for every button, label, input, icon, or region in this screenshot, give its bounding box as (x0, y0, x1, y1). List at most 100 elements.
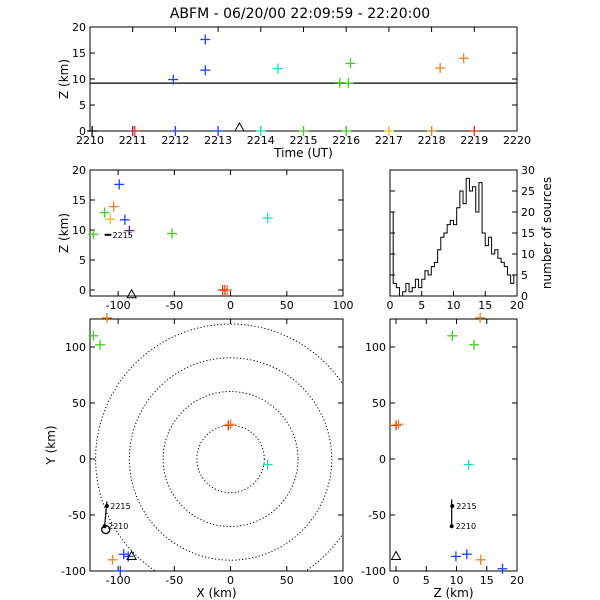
plan-view-point-0 (88, 330, 99, 341)
z-y-station-dot-2215 (450, 504, 455, 509)
z-y-station-dot-2210 (449, 524, 454, 529)
z-y-point-0 (447, 330, 458, 341)
plan-view-station-triangle (126, 550, 137, 560)
z-y-xtick-label: 15 (480, 574, 494, 587)
plan-view-range-rings (95, 323, 343, 571)
histogram-bin-22 (460, 191, 463, 296)
x-height-point-1 (99, 207, 110, 218)
histogram-xtick-label: 20 (510, 299, 524, 312)
plan-view-xtick-label: 100 (333, 574, 354, 587)
plan-view-point-1 (95, 339, 106, 350)
range-ring (128, 357, 333, 561)
x-height-station-label: 2215 (112, 231, 132, 240)
plan-view-point-6 (107, 554, 118, 565)
plan-view-station-label-1: 2210 (108, 522, 128, 531)
histogram-bin-24 (466, 178, 469, 296)
x-height-point-8 (262, 213, 273, 223)
histogram-bin-9 (419, 288, 422, 296)
histogram-bin-35 (501, 262, 504, 296)
plan-view-xtick-label: 50 (280, 574, 294, 587)
x-height-point-5 (119, 214, 130, 225)
x-height-point-2 (105, 214, 116, 225)
plan-view-xtick-label: 0 (227, 574, 234, 587)
z-y-point-5 (463, 459, 474, 470)
range-ring (95, 323, 343, 571)
x-height-ytick-label: 5 (79, 254, 86, 267)
histogram-ytick-label: 30 (521, 164, 535, 177)
histogram-bin-26 (473, 187, 476, 296)
x-height-xtick-label: -100 (106, 299, 131, 312)
z-y-point-6 (450, 551, 461, 562)
plan-view-point-3 (223, 420, 234, 431)
histogram-bin-13 (431, 267, 434, 296)
time-height-xlabel: Time (UT) (273, 146, 333, 160)
z-y-point-3 (391, 420, 402, 431)
histogram-ytick-label: 25 (521, 185, 535, 198)
histogram-bin-34 (498, 258, 501, 296)
x-height-xtick-label: 50 (280, 299, 294, 312)
histogram-bin-39 (514, 275, 517, 296)
time-height-point-18 (458, 53, 469, 64)
time-height-point-7 (213, 126, 224, 136)
plan-view-point-5 (262, 459, 273, 470)
z-y-ytick-label: 50 (372, 397, 386, 410)
histogram-bin-6 (409, 292, 412, 296)
z-y-xtick-label: 5 (423, 574, 430, 587)
time-height-point-11 (334, 77, 345, 88)
plan-view-frame (89, 318, 344, 572)
time-height-xtick-label: 2211 (119, 134, 147, 147)
histogram-bin-7 (412, 288, 415, 296)
plan-view-ylabel: Y (km) (44, 425, 58, 465)
figure-title: ABFM - 06/20/00 22:09:59 - 22:20:00 (170, 6, 430, 22)
z-y-frame (389, 318, 518, 572)
histogram-bin-16 (441, 237, 444, 296)
histogram-ylabel: number of sources (540, 177, 554, 289)
histogram-bin-23 (463, 204, 466, 296)
x-height-ytick-label: 20 (72, 164, 86, 177)
histogram-bin-37 (507, 275, 510, 296)
x-height-ylabel: Z (km) (57, 213, 71, 253)
time-height-ytick-label: 5 (79, 99, 86, 112)
histogram-bin-11 (425, 271, 428, 296)
plan-view-xtick-label: -100 (106, 574, 131, 587)
time-height-xtick-label: 2210 (76, 134, 104, 147)
histogram-bin-30 (485, 246, 488, 296)
plan-view-xlabel: X (km) (196, 586, 236, 600)
plan-view-ytick-label: 0 (79, 453, 86, 466)
z-y-station-label-1: 2210 (456, 522, 476, 531)
histogram-bin-28 (479, 183, 482, 296)
histogram-bin-32 (492, 254, 495, 296)
x-height-ytick-label: 0 (79, 284, 86, 297)
plan-view-station-circle (101, 524, 111, 535)
histogram-ytick-label: 10 (521, 248, 535, 261)
histogram-xtick-label: 10 (447, 299, 461, 312)
time-height-ylabel: Z (km) (57, 59, 71, 99)
time-height-xtick-label: 2216 (332, 134, 360, 147)
time-height-point-14 (341, 126, 352, 136)
histogram-bin-38 (511, 283, 514, 296)
histogram-ytick-label: 15 (521, 227, 535, 240)
z-y-ytick-label: 100 (365, 341, 386, 354)
time-height-point-6 (200, 65, 211, 76)
time-height-point-5 (200, 34, 211, 45)
histogram-bin-31 (488, 237, 491, 296)
histogram-xtick-label: 15 (478, 299, 492, 312)
histogram-bin-33 (495, 250, 498, 296)
z-y-point-7 (461, 549, 472, 560)
z-y-xlabel: Z (km) (433, 586, 473, 600)
plan-view-ytick-label: 100 (65, 341, 86, 354)
x-height-point-7 (167, 228, 178, 239)
z-y-point-1 (469, 339, 480, 350)
time-height-ytick-label: 15 (72, 47, 86, 60)
time-height-ytick-label: 0 (79, 125, 86, 138)
x-height-ytick-label: 15 (72, 194, 86, 207)
histogram-xtick-label: 0 (387, 299, 394, 312)
x-height-point-0 (88, 229, 99, 240)
range-ring (196, 424, 265, 494)
time-height-point-2 (129, 126, 140, 136)
histogram-bin-25 (469, 191, 472, 296)
plan-view-point-4 (225, 419, 236, 430)
plan-view-ytick-label: -100 (61, 565, 86, 578)
x-height-point-3 (108, 201, 119, 212)
